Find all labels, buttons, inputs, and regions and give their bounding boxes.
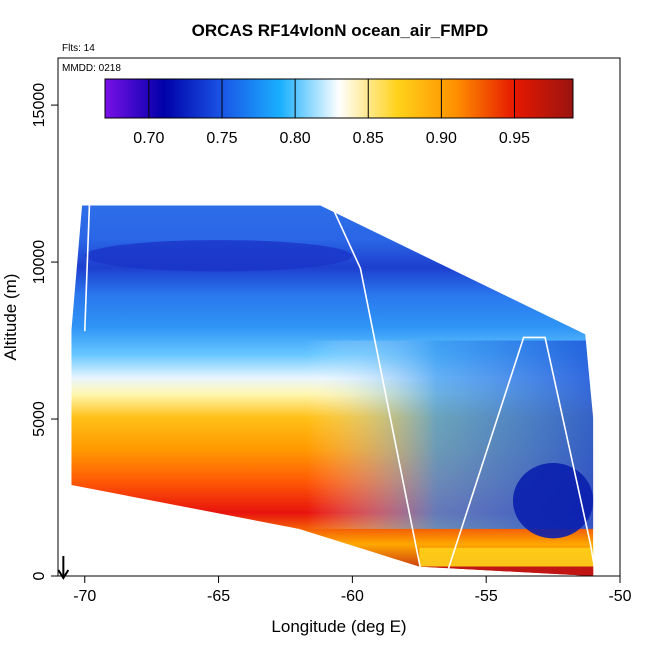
chart-title: ORCAS RF14vlonN ocean_air_FMPD xyxy=(192,21,489,40)
boundary-layer-band xyxy=(419,547,594,567)
x-tick-label: -60 xyxy=(341,588,364,605)
plot-frame xyxy=(57,57,621,577)
y-tick-label: 0 xyxy=(31,571,48,580)
colorbar: 0.70 0.75 0.80 0.85 0.90 0.95 xyxy=(104,78,574,147)
colorbar-tick-label: 0.80 xyxy=(280,130,311,147)
data-field xyxy=(71,205,594,576)
y-tick-label: 15000 xyxy=(31,83,48,128)
colorbar-tick-label: 0.85 xyxy=(353,130,384,147)
field-east-fade xyxy=(71,340,594,529)
colorbar-tick-label: 0.90 xyxy=(426,130,457,147)
y-tick-label: 5000 xyxy=(31,401,48,437)
low-value-band xyxy=(84,240,353,272)
x-tick-label: -50 xyxy=(608,588,631,605)
y-axis: 0 5000 10000 15000 xyxy=(31,83,58,580)
x-tick-label: -70 xyxy=(73,588,96,605)
colorbar-tick-label: 0.95 xyxy=(499,130,530,147)
flights-label: Flts: 14 xyxy=(62,43,95,54)
y-tick-label: 10000 xyxy=(31,240,48,285)
colorbar-tick-label: 0.75 xyxy=(206,130,237,147)
x-tick-label: -65 xyxy=(207,588,230,605)
colorbar-ramp xyxy=(104,78,574,119)
boundary-layer-core xyxy=(419,566,594,576)
date-label: MMDD: 0218 xyxy=(62,63,121,74)
colorbar-tick-label: 0.70 xyxy=(133,130,164,147)
x-axis: -70 -65 -60 -55 -50 xyxy=(73,576,632,605)
x-axis-label: Longitude (deg E) xyxy=(271,617,406,636)
down-arrow-icon xyxy=(57,556,70,580)
y-axis-label: Altitude (m) xyxy=(1,274,20,361)
east-low-pocket xyxy=(512,462,594,539)
x-tick-label: -55 xyxy=(475,588,498,605)
